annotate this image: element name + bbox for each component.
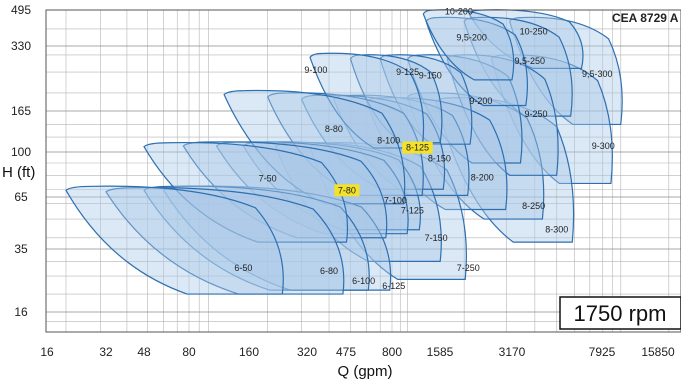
pump-label-6-100: 6-100 (352, 276, 375, 286)
pump-label-7-80: 7-80 (338, 185, 356, 195)
pump-label-9-200: 9-200 (469, 96, 492, 106)
pump-label-8-250: 8-250 (522, 201, 545, 211)
y-tick-label: 165 (11, 104, 31, 118)
pump-curve-9,5-200 (425, 16, 528, 107)
x-tick-label: 320 (297, 345, 317, 359)
pump-label-7-250: 7-250 (457, 263, 480, 273)
y-tick-label: 330 (11, 39, 31, 53)
x-axis-label: Q (gpm) (337, 363, 392, 380)
pump-curve-8-300 (435, 97, 575, 243)
pump-label-6-50: 6-50 (234, 263, 252, 273)
pump-label-9,5-250: 9,5-250 (515, 56, 546, 66)
pump-label-6-80: 6-80 (320, 266, 338, 276)
y-tick-label: 35 (14, 242, 28, 256)
x-tick-label: 1585 (427, 345, 454, 359)
pump-label-8-125: 8-125 (406, 143, 429, 153)
pump-label-9-125: 9-125 (396, 67, 419, 77)
pump-label-6-125: 6-125 (382, 281, 405, 291)
pump-curve-8-100 (266, 92, 424, 197)
pump-curve-8-125 (300, 94, 446, 190)
x-tick-labels: 16 32 48 80 160 320 475 800 1585 3170 7925 15850 (40, 345, 675, 359)
pump-curve-6-50 (65, 185, 284, 295)
pump-curve-9,5-300 (509, 16, 623, 126)
pump-curve-7-80 (182, 141, 388, 239)
pump-curve-9-300 (490, 54, 613, 185)
pump-label-9-250: 9-250 (525, 109, 548, 119)
pump-curve-9,5-250 (463, 16, 573, 117)
x-tick-label: 7925 (589, 345, 616, 359)
pump-label-7-100: 7-100 (384, 195, 407, 205)
pump-curve-6-80 (105, 187, 345, 295)
x-tick-label: 80 (182, 345, 196, 359)
pump-label-10-200: 10-200 (445, 7, 473, 17)
chart-title: CEA 8729 A (612, 11, 679, 25)
x-tick-label: 15850 (641, 345, 675, 359)
pump-label-7-125: 7-125 (401, 206, 424, 216)
x-tick-label: 160 (239, 345, 259, 359)
pump-label-7-150: 7-150 (425, 233, 448, 243)
pump-label-9-100: 9-100 (304, 65, 327, 75)
rpm-box (559, 296, 681, 330)
y-tick-label: 495 (11, 3, 31, 17)
pump-label-8-150: 8-150 (428, 154, 451, 164)
pump-label-10-250: 10-250 (520, 26, 548, 36)
x-tick-label: 3170 (499, 345, 526, 359)
plot-frame (45, 9, 681, 333)
pump-label-8-100: 8-100 (377, 136, 400, 146)
x-tick-label: 800 (382, 345, 402, 359)
pump-regions (65, 9, 623, 295)
y-tick-label: 16 (14, 305, 28, 319)
pump-label-8-200: 8-200 (471, 172, 494, 182)
y-axis-label: H (ft) (2, 164, 35, 181)
x-tick-label: 48 (137, 345, 151, 359)
pump-label-8-80: 8-80 (325, 124, 343, 134)
pump-label-7-50: 7-50 (259, 174, 277, 184)
pump-curve-8-80 (223, 89, 406, 205)
pump-curve-9-250 (446, 54, 559, 176)
pump-label-8-300: 8-300 (545, 225, 568, 235)
y-tick-label: 100 (11, 145, 31, 159)
pump-label-9-300: 9-300 (592, 141, 615, 151)
y-tick-labels: 495 330 165 100 65 35 16 (11, 3, 31, 319)
pump-curve-9-100 (309, 52, 425, 149)
highlight-8-125 (402, 141, 433, 154)
rpm-annotation: 1750 rpm (559, 296, 681, 330)
x-tick-label: 475 (336, 345, 356, 359)
y-tick-label: 65 (14, 190, 28, 204)
x-tick-label: 32 (99, 345, 113, 359)
pump-label-9,5-200: 9,5-200 (456, 33, 487, 43)
rpm-text: 1750 rpm (574, 301, 667, 326)
pump-label-9-150: 9-150 (419, 70, 442, 80)
pump-label-9,5-300: 9,5-300 (582, 69, 613, 79)
pump-curve-7-50 (143, 141, 349, 243)
x-tick-label: 16 (40, 345, 54, 359)
highlight-7-80 (334, 184, 360, 197)
